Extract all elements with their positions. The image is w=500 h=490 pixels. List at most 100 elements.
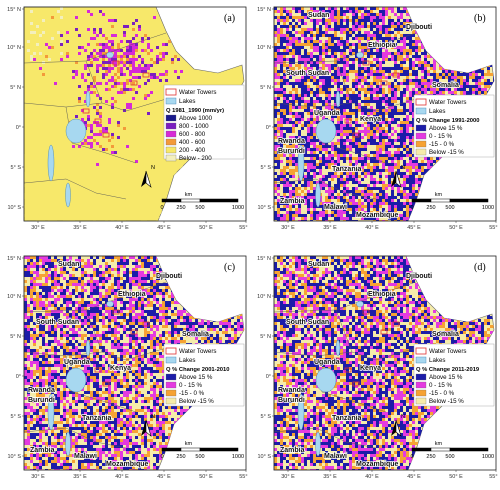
lakes-layer [47, 300, 114, 457]
lon-tick-label: 30° E [31, 225, 45, 231]
lake [47, 393, 55, 431]
legend: Water Towers Lakes Q % Change 1991-2000Abo… [413, 94, 495, 158]
place-label: Uganda [64, 359, 90, 366]
lon-tick-label: 50° E [449, 474, 463, 480]
lon-tick-label: 45° E [407, 225, 421, 231]
place-label: Djibouti [156, 273, 182, 280]
legend: Water Towers Lakes Q % Change 2011-2019Abo… [413, 343, 495, 407]
lon-tick-label: 55° E [489, 225, 498, 231]
legend: Water Towers Lakes Q % Change 2001-2010Abo… [163, 343, 245, 407]
scale-tick-label: 0 [410, 454, 413, 460]
place-label: Kenya [360, 365, 381, 372]
water-tower [332, 357, 340, 363]
lake [85, 339, 91, 357]
place-label: Ethiopia [118, 291, 146, 298]
lon-tick-label: 45° E [157, 474, 171, 480]
place-label: Rwanda [278, 138, 305, 145]
scale-unit: km [185, 192, 193, 198]
legend-class-label: 0 - 15 % [429, 382, 453, 389]
legend-lakes: Lakes [429, 108, 446, 115]
map-frame [23, 255, 247, 471]
lon-tick-label: 40° E [365, 474, 379, 480]
legend-class-label: Below -15 % [179, 398, 214, 405]
place-label: Malawi [324, 204, 347, 211]
scale-tick-label: 1000 [482, 454, 494, 460]
place-label: Burundi [28, 397, 55, 404]
water-tower [332, 108, 340, 114]
legend-class-label: 400 - 600 [179, 139, 206, 146]
lake [335, 339, 341, 357]
lon-tick-label: 35° E [73, 225, 87, 231]
water-tower [112, 309, 120, 315]
north-label: N [401, 165, 405, 171]
place-label: Somalia [432, 82, 459, 89]
water-tower [392, 72, 400, 78]
lat-tick-label: 0° [16, 125, 21, 131]
scale-tick-label: 0 [160, 454, 163, 460]
scale-tick-label: 500 [195, 454, 204, 460]
lat-tick-label: 10° S [7, 454, 21, 460]
legend-class-label: 0 - 15 % [429, 133, 453, 140]
north-arrow-icon [391, 419, 402, 437]
legend-lakes: Lakes [179, 98, 196, 105]
water-tower [392, 321, 400, 327]
legend-class-label: -15 - 0 % [429, 390, 455, 397]
north-arrow-icon [391, 170, 402, 188]
place-label: Rwanda [278, 387, 305, 394]
map-panel-c-svg: 30° E 35° E 40° E 45° E 50° E 55° E 15° N 10° N… [7, 255, 248, 480]
map-panel-b: 30° E 35° E 40° E 45° E 50° E 55° E 15° N 10° N… [256, 3, 498, 233]
lat-tick-label: 5° S [261, 165, 272, 171]
lon-tick-label: 50° E [199, 474, 213, 480]
lat-tick-label: 0° [16, 374, 21, 380]
lake [106, 300, 114, 308]
legend-class-label: -15 - 0 % [429, 141, 455, 148]
lakes-layer [297, 51, 364, 208]
lat-tick-label: 15° N [7, 7, 21, 13]
lat-tick-label: 15° N [257, 7, 271, 13]
lon-tick-label: 35° E [323, 225, 337, 231]
place-label: Zambia [30, 447, 55, 454]
place-label: Mozambique [356, 212, 398, 219]
legend-title: Q % Change 2011-2019 [416, 367, 480, 373]
scale-tick-label: 0 [160, 205, 163, 211]
lake [65, 118, 87, 144]
legend-class-label: 800 - 1000 [179, 123, 209, 130]
legend-title: Q % Change 1991-2000 [416, 118, 479, 124]
place-label: Tanzania [332, 415, 362, 422]
water-towers-layer [332, 309, 400, 387]
place-label: Zambia [280, 198, 305, 205]
legend-lakes: Lakes [179, 357, 196, 364]
legend-class-label: Above 1000 [179, 115, 213, 122]
scale-tick-label: 500 [445, 454, 454, 460]
place-label: Zambia [280, 447, 305, 454]
legend-towers: Water Towers [179, 89, 216, 96]
map-panel-b-svg: 30° E 35° E 40° E 45° E 50° E 55° E 15° N 10° N… [257, 6, 498, 231]
map-panel-a-svg: 30° E 35° E 40° E 45° E 50° E 55° E 15° N 10° N… [7, 6, 248, 231]
lat-tick-label: 10° S [257, 205, 271, 211]
lat-tick-label: 5° S [261, 414, 272, 420]
lon-tick-label: 40° E [365, 225, 379, 231]
place-label: Djibouti [406, 24, 432, 31]
lat-tick-label: 10° N [7, 45, 21, 51]
water-tower [380, 329, 388, 335]
water-tower [94, 367, 102, 373]
panel-label: (c) [224, 262, 235, 273]
map-frame [273, 255, 497, 471]
lake [297, 144, 305, 182]
water-tower [352, 132, 360, 138]
lat-tick-label: 15° N [7, 256, 21, 262]
scale-unit: km [435, 441, 443, 447]
lon-tick-label: 45° E [407, 474, 421, 480]
lat-tick-label: 10° N [257, 294, 271, 300]
lon-tick-label: 55° E [489, 474, 498, 480]
north-label: N [151, 165, 155, 171]
lake [106, 51, 114, 59]
lake [315, 431, 321, 457]
scale-tick-label: 1000 [232, 454, 244, 460]
legend-towers: Water Towers [429, 348, 466, 355]
water-tower [130, 329, 138, 335]
place-label: Uganda [314, 110, 340, 117]
legend-class-label: Below -15 % [429, 398, 464, 405]
lat-tick-label: 0° [266, 374, 271, 380]
legend: Water Towers Lakes Q 1981_1990 (mm/yr)Abov… [163, 84, 245, 162]
